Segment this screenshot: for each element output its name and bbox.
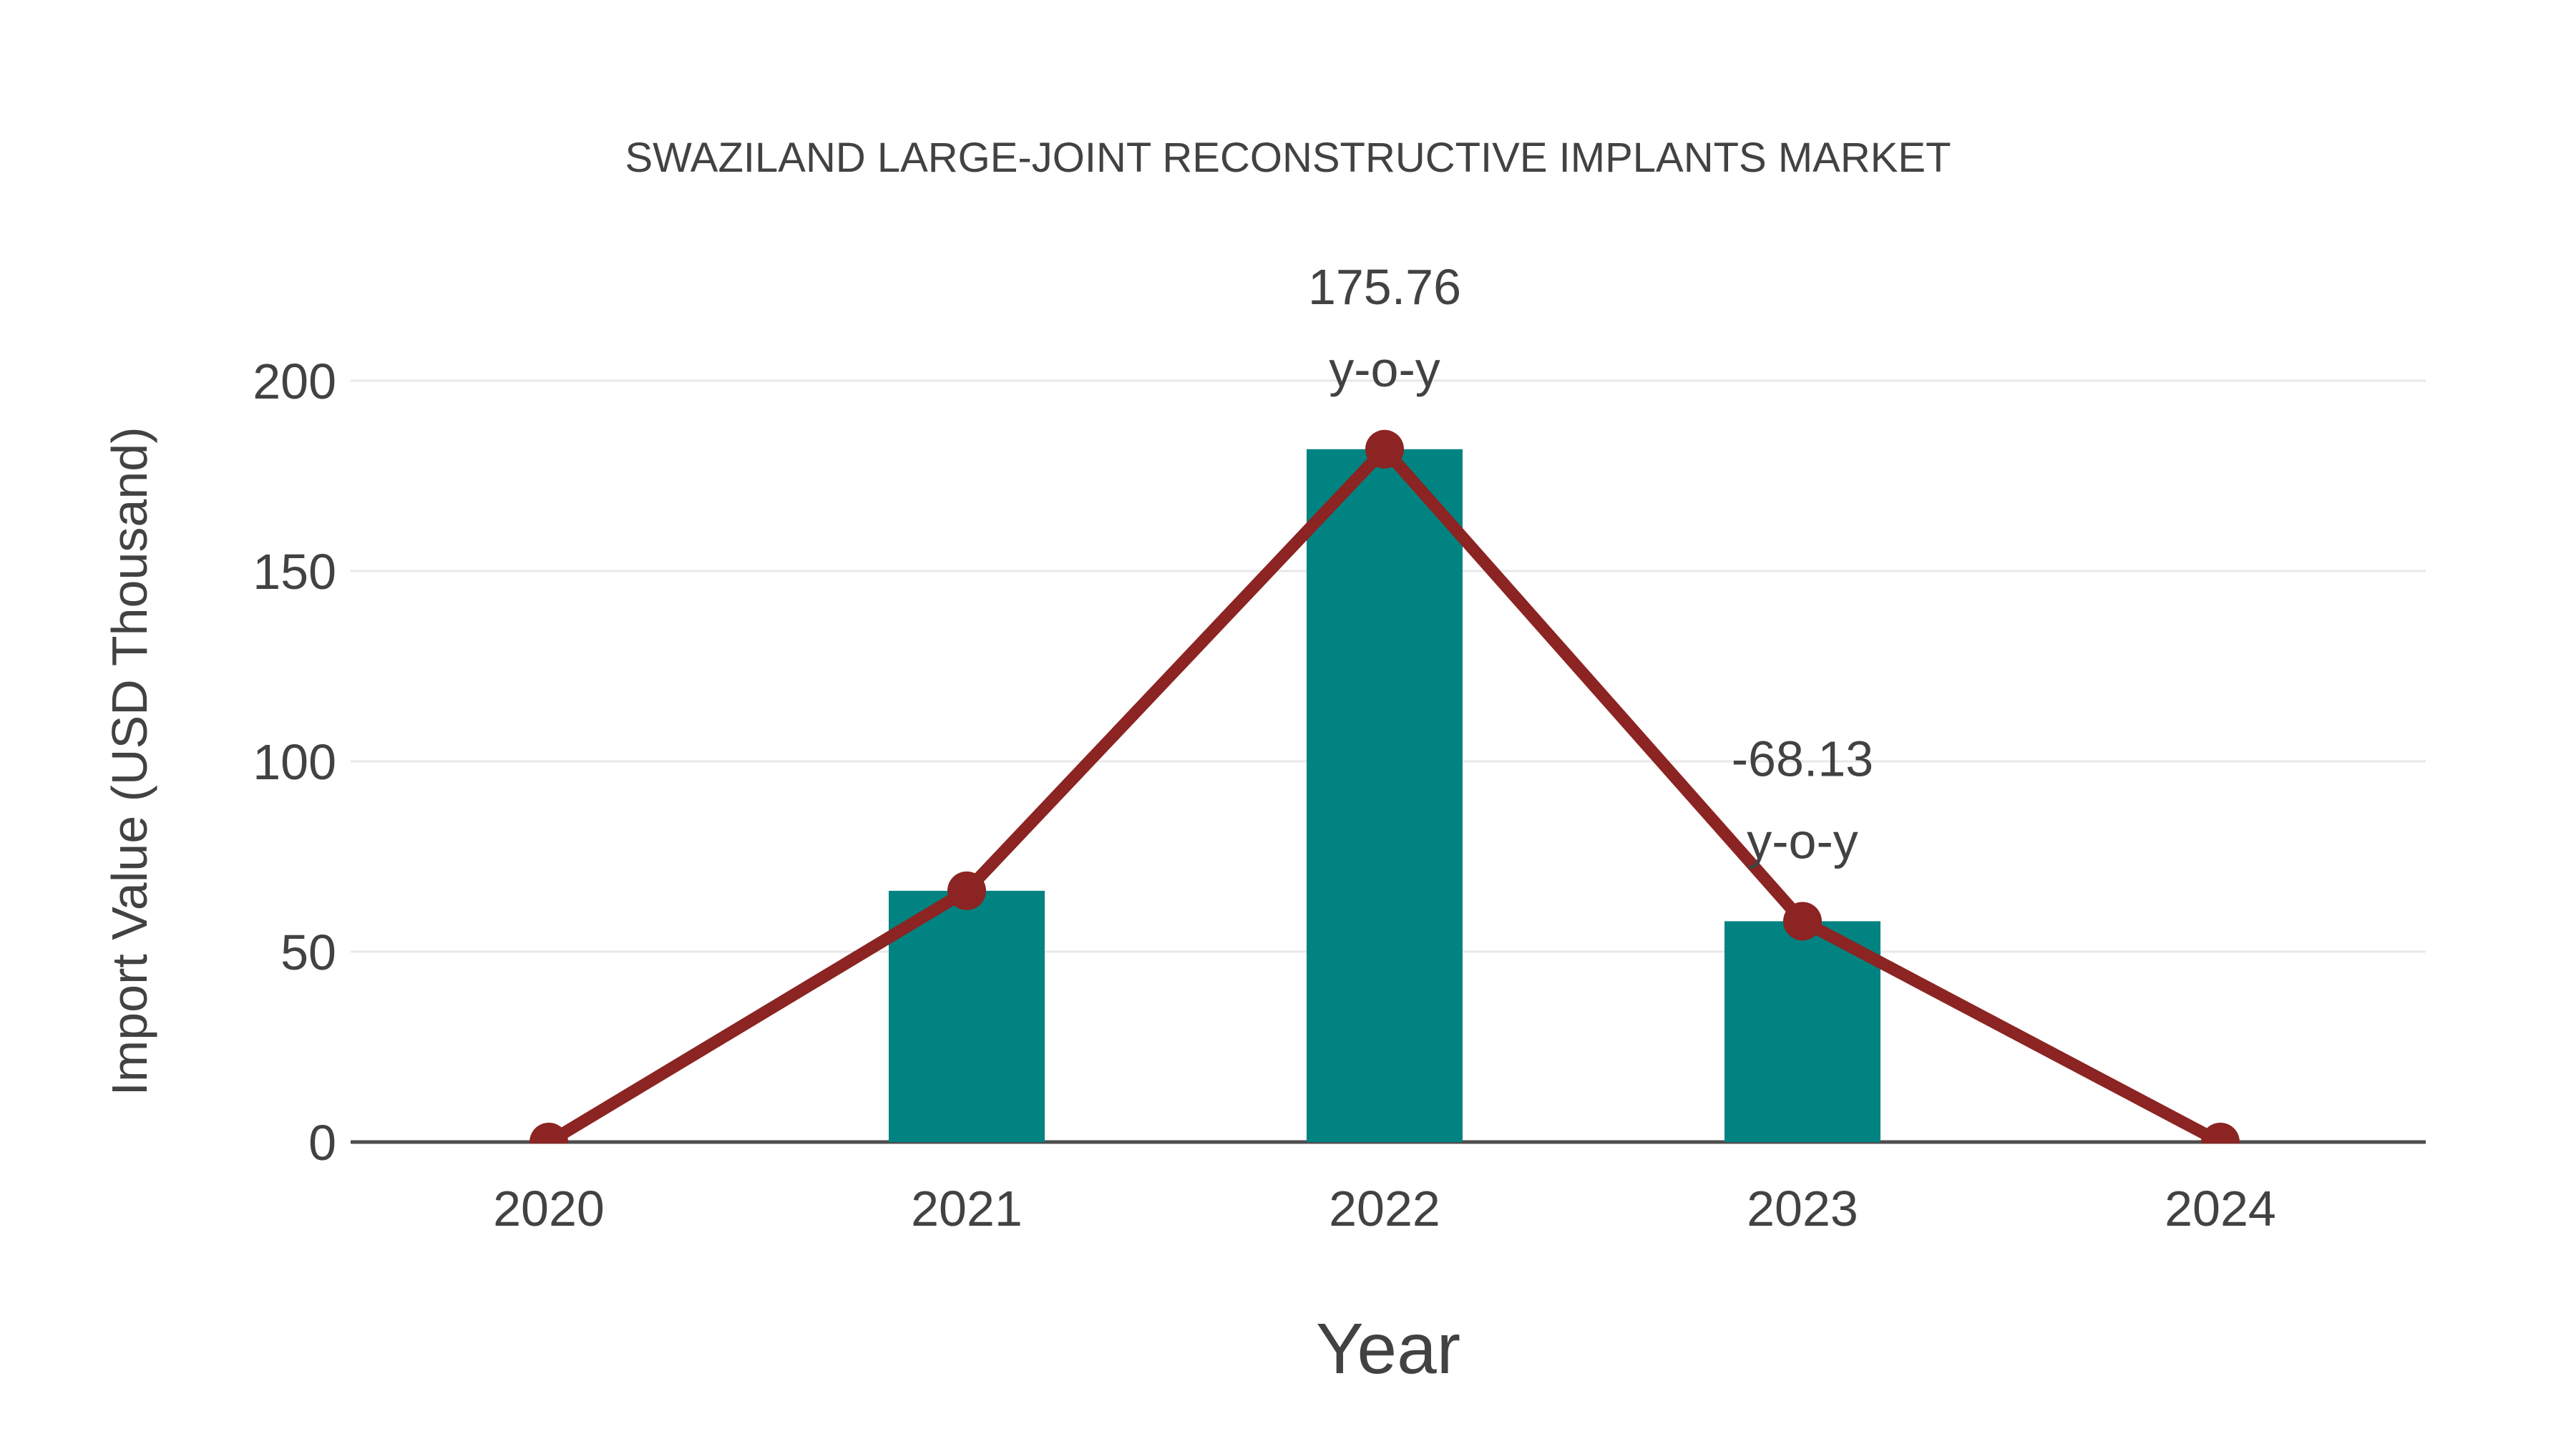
bar-series bbox=[889, 449, 1880, 1142]
line-series bbox=[530, 429, 2240, 1161]
marker-2021[interactable] bbox=[947, 871, 986, 910]
bar-2022[interactable] bbox=[1307, 449, 1463, 1142]
annotations: 175.76 y-o-y -68.13 y-o-y bbox=[1308, 259, 1873, 869]
y-tick-label-150: 150 bbox=[253, 544, 336, 600]
marker-2024[interactable] bbox=[2201, 1123, 2240, 1161]
x-tick-labels: 2020 2021 2022 2023 2024 bbox=[493, 1181, 2276, 1236]
x-tick-label-2022: 2022 bbox=[1329, 1181, 1440, 1236]
y-axis-title: Import Value (USD Thousand) bbox=[102, 426, 157, 1096]
annotation-value-2023: -68.13 bbox=[1732, 731, 1873, 786]
marker-2022[interactable] bbox=[1365, 429, 1404, 469]
x-tick-label-2023: 2023 bbox=[1747, 1181, 1858, 1236]
annotation-value-2022: 175.76 bbox=[1308, 259, 1461, 315]
x-tick-label-2021: 2021 bbox=[911, 1181, 1023, 1236]
x-axis-title: Year bbox=[1316, 1309, 1460, 1389]
bar-2023[interactable] bbox=[1724, 921, 1880, 1142]
marker-2023[interactable] bbox=[1783, 902, 1822, 941]
y-tick-label-50: 50 bbox=[280, 924, 336, 980]
y-tick-label-0: 0 bbox=[308, 1115, 336, 1171]
bar-2021[interactable] bbox=[889, 890, 1045, 1142]
y-tick-label-100: 100 bbox=[253, 734, 336, 790]
chart-title: SWAZILAND LARGE-JOINT RECONSTRUCTIVE IMP… bbox=[625, 135, 1951, 181]
x-tick-label-2020: 2020 bbox=[493, 1181, 605, 1236]
annotation-suffix-2022: y-o-y bbox=[1329, 341, 1440, 397]
x-tick-label-2024: 2024 bbox=[2165, 1181, 2276, 1236]
annotation-suffix-2023: y-o-y bbox=[1747, 813, 1858, 869]
marker-2020[interactable] bbox=[530, 1123, 568, 1161]
y-tick-labels: 0 50 100 150 200 bbox=[253, 353, 336, 1171]
y-tick-label-200: 200 bbox=[253, 353, 336, 409]
